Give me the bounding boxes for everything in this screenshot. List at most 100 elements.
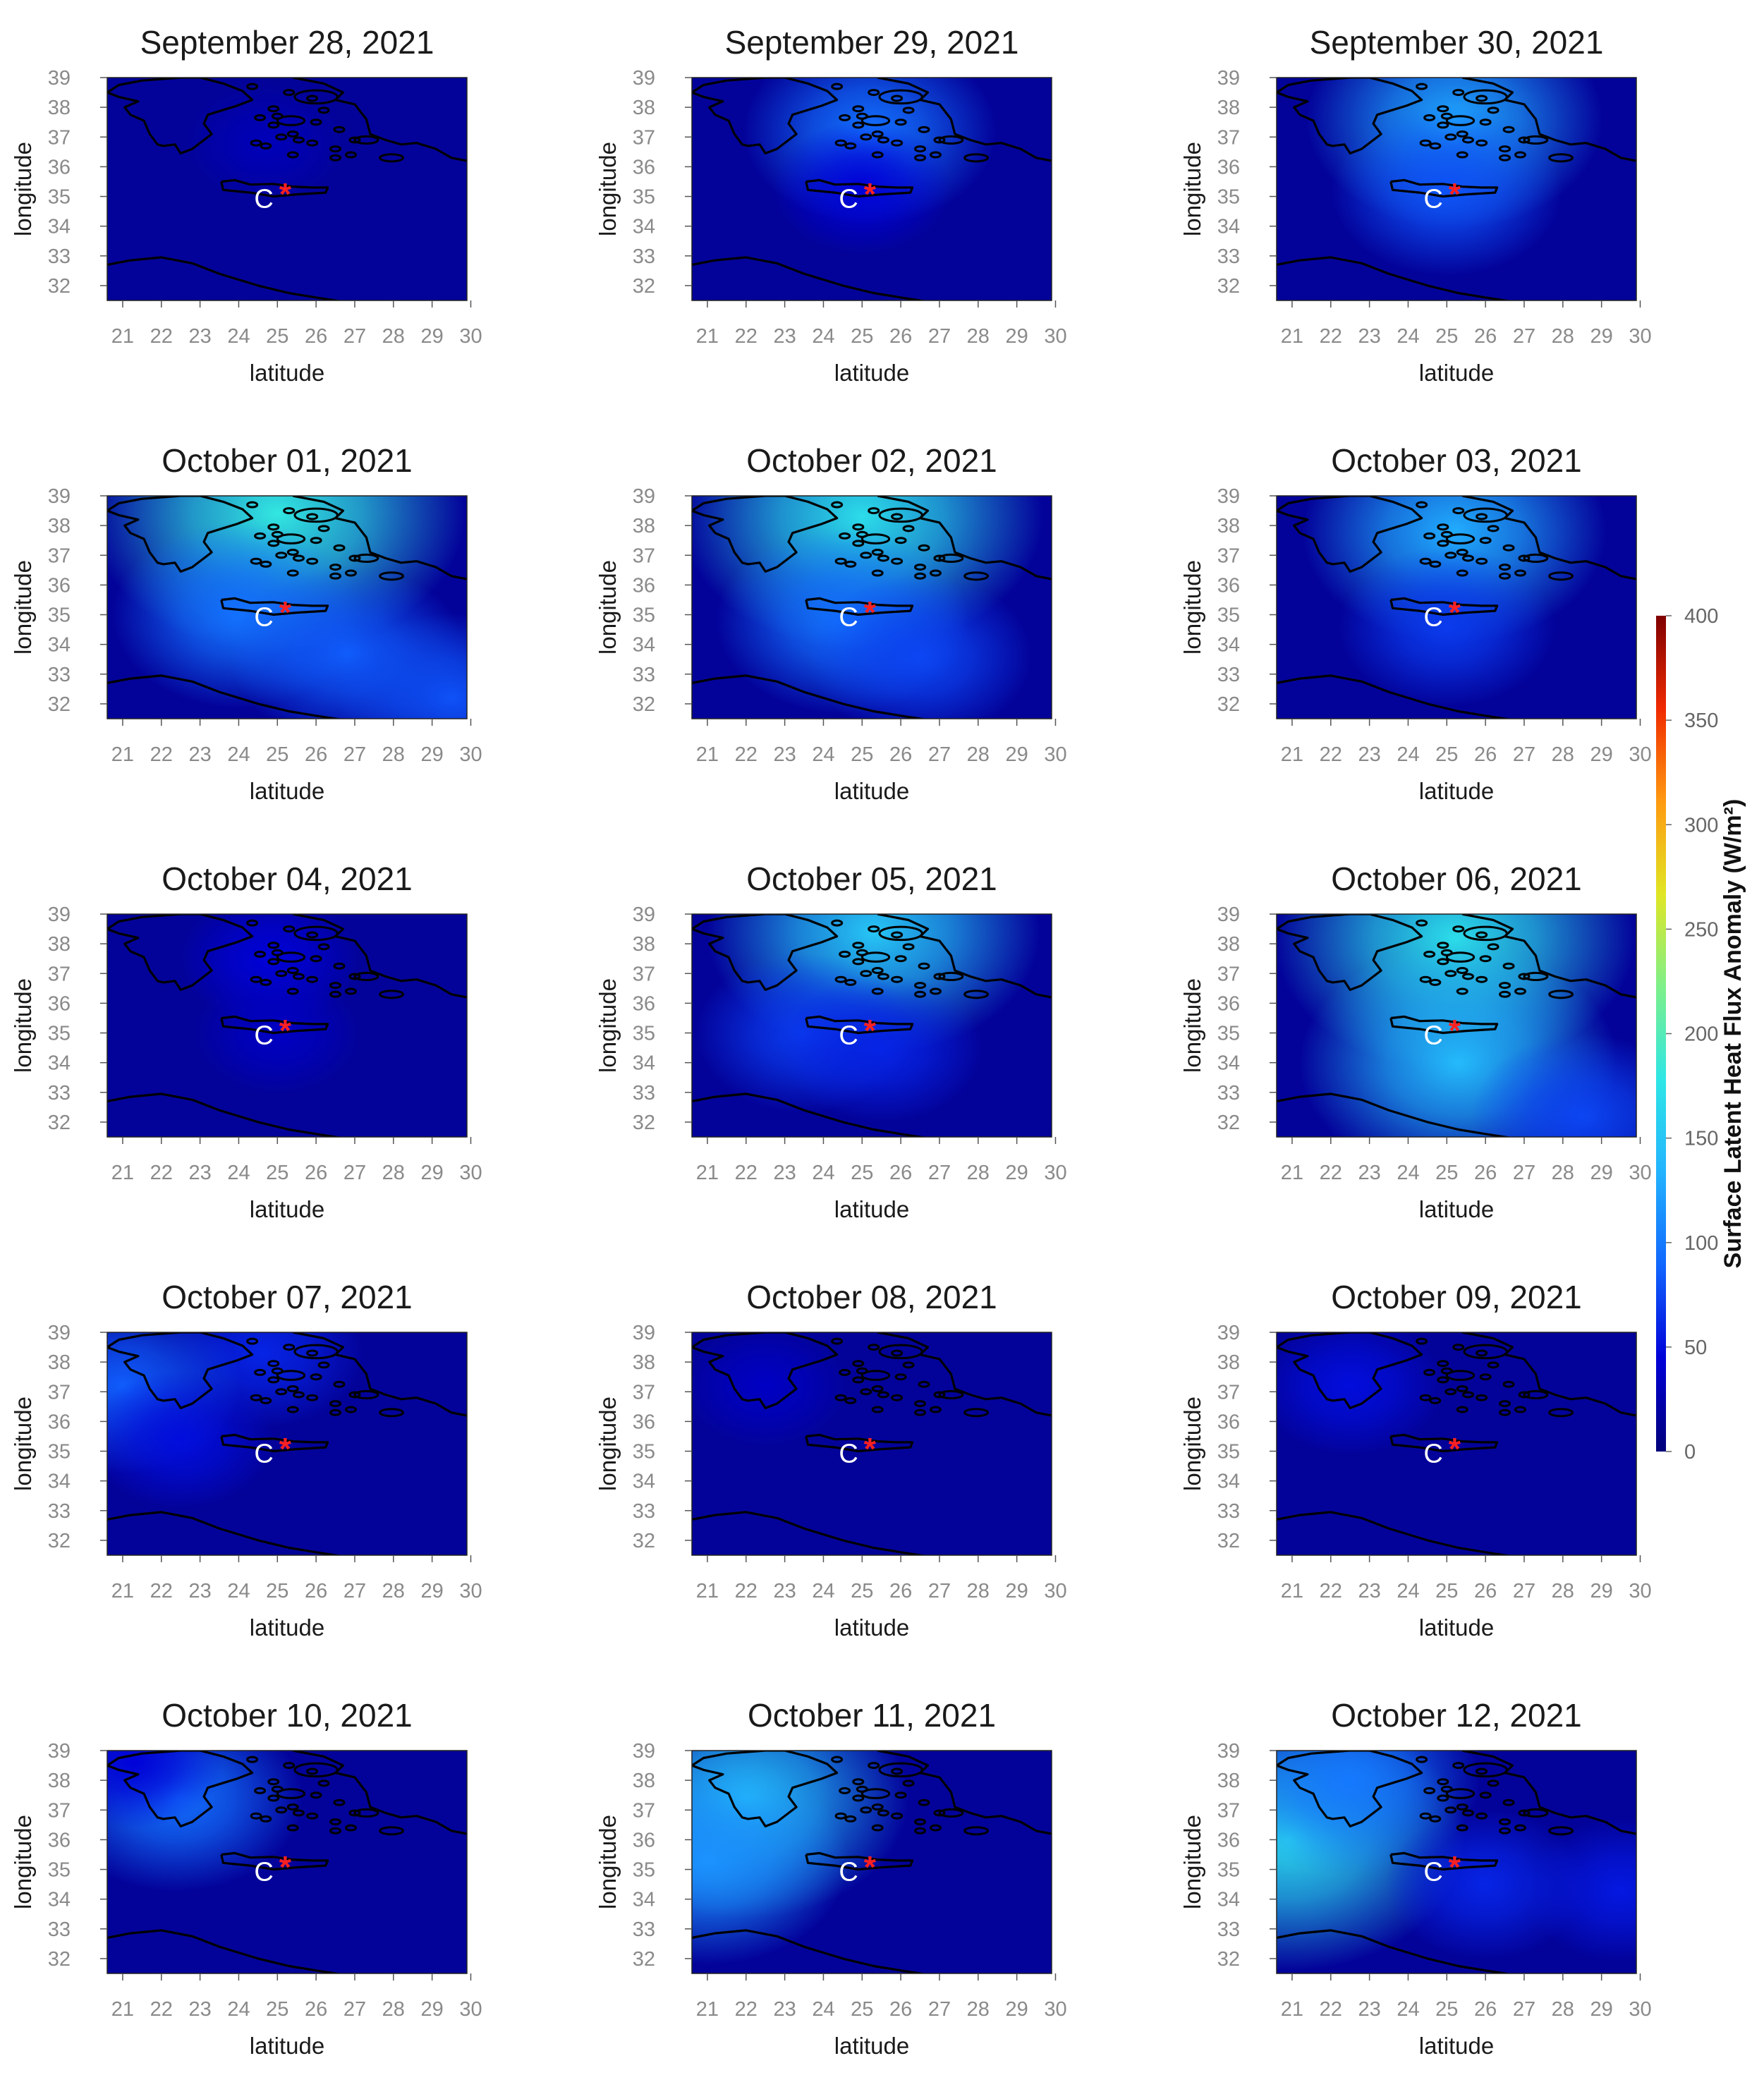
coastline-crete <box>805 1851 914 1871</box>
island-outline <box>317 1361 330 1369</box>
island-outline <box>894 118 907 126</box>
island-outline <box>894 537 907 544</box>
island-outline <box>293 925 339 942</box>
island-outline <box>844 560 857 568</box>
map-panel: October 05, 2021 C * 32 33 34 35 36 37 38 39 21 22 23… <box>595 860 1067 1222</box>
island-outline <box>871 130 884 138</box>
x-tick-label: 28 <box>382 743 405 766</box>
island-outline <box>348 136 361 144</box>
y-axis-label: longitude <box>1179 1397 1205 1491</box>
epicenter-star: * <box>864 595 877 630</box>
y-tick-label: 33 <box>633 1918 655 1941</box>
plot-frame <box>691 77 1052 301</box>
coastline-africa <box>1277 256 1513 300</box>
x-tick-label: 29 <box>1006 325 1028 348</box>
y-axis-label: longitude <box>1179 560 1205 655</box>
island-outline <box>891 557 904 565</box>
x-tick-label: 29 <box>1006 1162 1028 1184</box>
island-outline <box>1461 554 1474 562</box>
y-tick-label: 39 <box>1217 67 1240 90</box>
x-tick-label: 28 <box>967 325 990 348</box>
island-outline <box>310 955 322 963</box>
x-tick-label: 21 <box>696 1998 719 2021</box>
marker-c-label: C <box>254 185 273 214</box>
island-outline <box>839 950 851 958</box>
island-outline <box>860 1788 891 1799</box>
y-tick-label: 33 <box>1217 1082 1240 1105</box>
map-panel: October 12, 2021 C * 32 33 34 35 36 37 38 39 21 22 23… <box>1179 1697 1652 2059</box>
y-tick-label: 34 <box>1217 1889 1240 1911</box>
y-tick-label: 36 <box>633 574 655 597</box>
island-outline <box>914 154 927 162</box>
coastline-greece <box>1277 914 1423 992</box>
y-tick-label: 38 <box>1217 515 1240 537</box>
island-outline <box>286 549 299 556</box>
y-tick-label: 34 <box>633 216 655 238</box>
y-tick-label: 34 <box>633 1889 655 1911</box>
y-tick-label: 37 <box>1217 1381 1240 1404</box>
y-tick-label: 32 <box>48 1530 71 1552</box>
y-tick-label: 35 <box>1217 1023 1240 1045</box>
island-outline <box>877 973 889 980</box>
island-outline <box>1429 978 1442 986</box>
island-outline <box>1456 987 1468 995</box>
x-tick-label: 21 <box>111 1998 134 2021</box>
x-tick-label: 28 <box>1552 1998 1574 2021</box>
island-outline <box>891 1394 904 1401</box>
island-outline <box>1548 1408 1574 1418</box>
island-outline <box>1479 118 1492 126</box>
island-outline <box>1463 1344 1508 1360</box>
y-tick-label: 39 <box>48 67 71 90</box>
island-outline <box>1437 105 1449 113</box>
coastline-greece <box>692 496 839 573</box>
coastline-crete <box>1389 1433 1499 1453</box>
island-outline <box>1502 962 1515 970</box>
y-tick-label: 38 <box>633 1351 655 1374</box>
coastline-greece <box>107 914 254 992</box>
x-tick-label: 22 <box>150 1580 173 1602</box>
map-area <box>107 78 467 300</box>
coastline-turkey <box>292 1332 467 1417</box>
island-outline <box>914 982 927 990</box>
y-tick-label: 36 <box>1217 992 1240 1015</box>
y-tick-label: 38 <box>633 515 655 537</box>
x-tick-label: 30 <box>459 1580 482 1602</box>
island-outline <box>852 523 865 531</box>
island-outline <box>871 1385 884 1393</box>
y-axis-label: longitude <box>1179 142 1205 236</box>
x-tick-label: 27 <box>343 743 366 766</box>
x-tick-label: 23 <box>1358 1998 1380 2021</box>
x-tick-label: 28 <box>967 1580 990 1602</box>
island-outline <box>929 1824 942 1832</box>
y-tick-label: 36 <box>48 992 71 1015</box>
island-outline <box>329 564 342 571</box>
coastline-greece <box>107 496 254 573</box>
x-tick-label: 26 <box>889 1162 912 1184</box>
island-outline <box>1548 1826 1574 1836</box>
island-outline <box>333 962 346 970</box>
island-outline <box>868 925 880 933</box>
island-outline <box>254 114 267 121</box>
island-outline <box>868 1344 880 1351</box>
y-tick-label: 37 <box>633 1381 655 1404</box>
island-outline <box>1518 1809 1531 1817</box>
coastline-africa <box>107 674 343 719</box>
y-tick-label: 39 <box>1217 485 1240 508</box>
plot-frame <box>1276 495 1637 719</box>
marker-c-label: C <box>839 1021 858 1051</box>
y-tick-label: 36 <box>48 156 71 178</box>
x-tick-label: 21 <box>111 743 134 766</box>
island-outline <box>1429 142 1442 150</box>
coastline-africa <box>692 1511 928 1555</box>
y-tick-label: 37 <box>48 544 71 567</box>
y-tick-label: 39 <box>633 67 655 90</box>
x-tick-label: 29 <box>1590 1580 1613 1602</box>
island-outline <box>1518 973 1531 980</box>
x-tick-label: 25 <box>851 743 873 766</box>
y-tick-label: 34 <box>633 1052 655 1075</box>
island-outline <box>306 139 319 147</box>
island-outline <box>1444 552 1457 559</box>
island-outline <box>844 978 857 986</box>
y-tick-label: 32 <box>633 693 655 716</box>
x-tick-label: 26 <box>305 1580 327 1602</box>
